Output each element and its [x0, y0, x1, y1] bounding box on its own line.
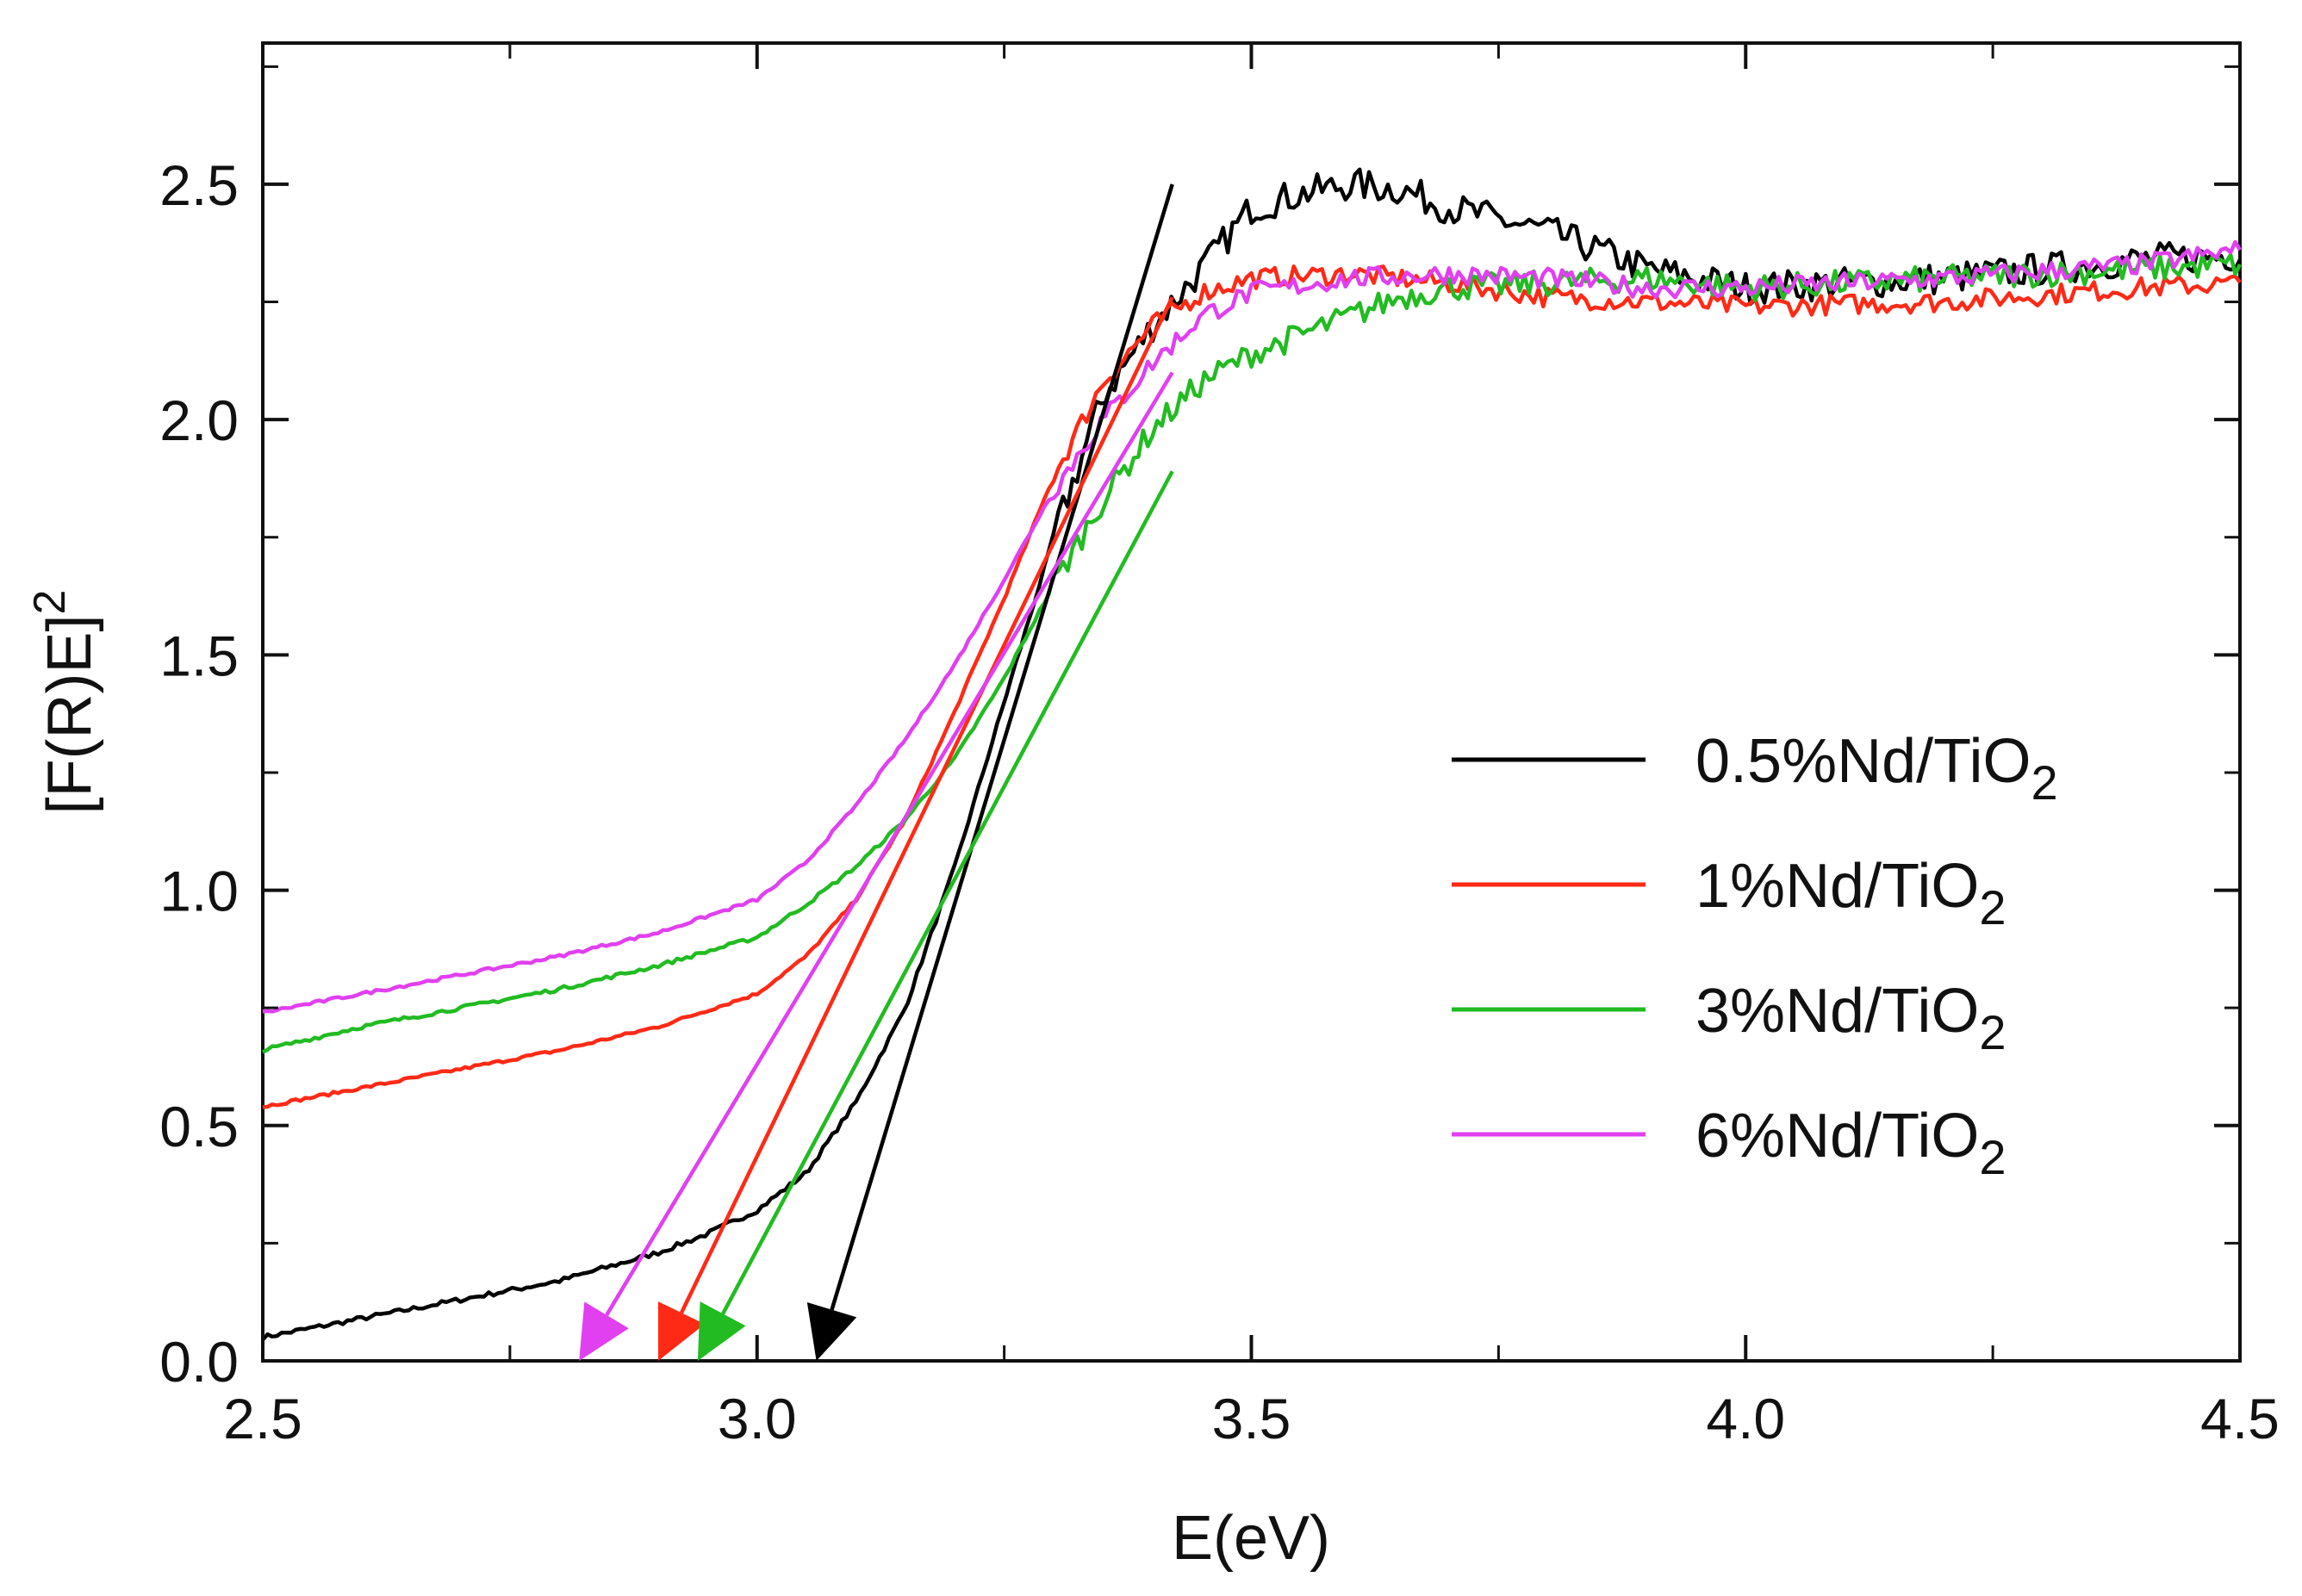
- legend-label-main: 1%Nd/TiO: [1695, 852, 1979, 921]
- tangent-line: [830, 183, 1174, 1311]
- legend-label: 0.5%Nd/TiO2: [1695, 727, 2058, 810]
- tangent-arrowhead: [697, 1301, 746, 1361]
- tangent-arrow-group: [579, 183, 1174, 1361]
- legend-label-sub: 2: [1979, 880, 2006, 935]
- y-tick-label: 2.5: [159, 153, 239, 217]
- y-tick-label: 0.5: [159, 1095, 239, 1158]
- x-tick-label: 3.0: [718, 1387, 797, 1450]
- legend-label-main: 3%Nd/TiO: [1695, 977, 1979, 1046]
- legend-label: 6%Nd/TiO2: [1695, 1102, 2006, 1184]
- y-tick-label: 1.5: [159, 624, 239, 687]
- series-line: [262, 264, 2242, 1109]
- series-line: [262, 239, 2242, 1014]
- series-group: [261, 167, 2243, 1341]
- tick-group: 2.5 3.0 3.5 4.0 4.5 0.0 0.5 1.0 1.5 2.0 2.5: [159, 43, 2280, 1450]
- legend-label: 1%Nd/TiO2: [1695, 852, 2006, 935]
- x-tick-label: 4.0: [1706, 1387, 1785, 1450]
- y-axis-title: [F(R)E]2: [25, 590, 104, 815]
- tangent-line: [679, 296, 1174, 1314]
- tangent-arrowhead: [579, 1301, 629, 1361]
- tangent-arrowhead: [806, 1301, 857, 1361]
- x-axis-title: E(eV): [1172, 1504, 1330, 1573]
- x-tick-label: 3.5: [1212, 1387, 1291, 1450]
- tangent-line: [721, 470, 1174, 1315]
- y-axis-title-main: [F(R)E]: [35, 614, 104, 814]
- legend-label-main: 0.5%Nd/TiO: [1695, 727, 2031, 796]
- legend-label: 3%Nd/TiO2: [1695, 977, 2006, 1059]
- legend-label-sub: 2: [1979, 1005, 2006, 1059]
- legend-label-main: 6%Nd/TiO: [1695, 1102, 1979, 1171]
- y-tick-label: 2.0: [159, 388, 239, 452]
- tangent-arrowhead: [657, 1301, 705, 1361]
- tangent-line: [605, 371, 1174, 1316]
- legend-label-sub: 2: [1979, 1130, 2006, 1184]
- x-tick-label: 2.5: [223, 1387, 302, 1450]
- series-line: [261, 252, 2243, 1054]
- x-tick-label: 4.5: [2200, 1387, 2280, 1450]
- y-tick-label: 0.0: [159, 1330, 239, 1394]
- legend-label-sub: 2: [2031, 755, 2057, 810]
- y-axis-title-sup: 2: [25, 590, 75, 615]
- y-tick-label: 1.0: [159, 860, 239, 923]
